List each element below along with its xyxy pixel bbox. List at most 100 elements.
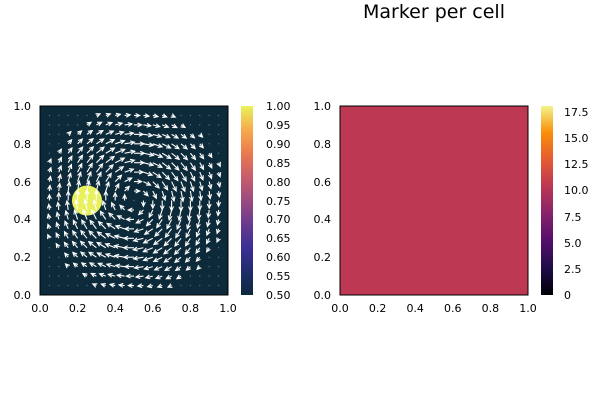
quiver-arrowhead bbox=[96, 252, 102, 257]
quiver-arrowhead bbox=[195, 256, 201, 263]
quiver-arrow bbox=[171, 171, 179, 181]
quiver-arrow bbox=[180, 190, 184, 202]
quiver-arrowhead bbox=[113, 244, 119, 249]
right-colorbar-gradient bbox=[541, 106, 553, 295]
left-colorbar: 0.50 0.55 0.60 0.65 0.70 0.75 0.80 0.85 … bbox=[241, 100, 291, 302]
quiver-arrowhead bbox=[167, 215, 173, 222]
quiver-arrow bbox=[143, 143, 154, 146]
quiver-arrowhead bbox=[95, 179, 101, 186]
quiver-dot bbox=[218, 152, 220, 154]
quiver-dot bbox=[48, 275, 51, 277]
left-colorbar-tick: 0.70 bbox=[266, 213, 291, 226]
quiver-arrowhead bbox=[125, 273, 131, 279]
quiver-arrow bbox=[171, 162, 180, 171]
quiver-arrowhead bbox=[67, 146, 73, 153]
quiver-arrowhead bbox=[55, 201, 61, 207]
quiver-dot bbox=[218, 284, 220, 287]
quiver-arrowhead bbox=[55, 211, 61, 217]
quiver-arrow bbox=[105, 233, 116, 239]
quiver-arrowhead bbox=[175, 274, 182, 280]
quiver-arrowhead bbox=[88, 137, 95, 144]
quiver-arrowhead bbox=[185, 265, 191, 271]
quiver-arrowhead bbox=[104, 233, 111, 238]
quiver-arrow bbox=[108, 212, 116, 220]
quiver-arrow bbox=[72, 230, 79, 239]
quiver-arrowhead bbox=[154, 231, 160, 237]
quiver-arrowhead bbox=[56, 191, 62, 198]
quiver-arrowhead bbox=[81, 272, 88, 278]
quiver-arrowhead bbox=[77, 171, 82, 177]
quiver-arrowhead bbox=[143, 230, 150, 235]
quiver-arrowhead bbox=[97, 220, 104, 227]
quiver-arrow bbox=[189, 181, 195, 192]
quiver-arrowhead bbox=[176, 224, 181, 231]
quiver-arrowhead bbox=[99, 146, 105, 152]
quiver-arrowhead bbox=[87, 170, 92, 177]
quiver-arrowhead bbox=[106, 222, 112, 228]
quiver-arrowhead bbox=[153, 113, 160, 119]
quiver-arrowhead bbox=[114, 182, 120, 189]
quiver-arrowhead bbox=[67, 138, 73, 145]
quiver-arrowhead bbox=[174, 266, 181, 272]
quiver-arrow bbox=[105, 130, 114, 135]
quiver-arrowhead bbox=[63, 230, 69, 237]
quiver-arrowhead bbox=[163, 249, 169, 255]
quiver-arrowhead bbox=[182, 165, 188, 172]
quiver-arrow bbox=[174, 256, 182, 263]
left-colorbar-tick: 1.00 bbox=[266, 100, 291, 113]
quiver-arrow bbox=[188, 209, 191, 220]
quiver-arrowhead bbox=[142, 247, 148, 253]
quiver-arrowhead bbox=[67, 155, 73, 161]
quiver-arrowhead bbox=[207, 173, 213, 180]
quiver-arrowhead bbox=[207, 194, 213, 200]
quiver-arrowhead bbox=[152, 248, 159, 254]
quiver-arrowhead bbox=[172, 123, 178, 129]
left-colorbar-tick: 0.90 bbox=[266, 138, 291, 151]
quiver-arrowhead bbox=[207, 184, 213, 190]
quiver-arrow bbox=[105, 243, 116, 249]
quiver-arrowhead bbox=[127, 283, 133, 289]
quiver-arrowhead bbox=[108, 282, 115, 288]
quiver-arrow bbox=[163, 247, 172, 255]
quiver-arrowhead bbox=[104, 252, 111, 258]
quiver-arrow bbox=[84, 199, 88, 211]
quiver-arrowhead bbox=[76, 179, 82, 186]
quiver-arrow bbox=[86, 180, 90, 192]
quiver-arrowhead bbox=[119, 130, 125, 136]
quiver-arrowhead bbox=[87, 129, 94, 135]
quiver-arrowhead bbox=[119, 157, 126, 162]
right-colorbar-tick: 10.0 bbox=[564, 184, 589, 197]
quiver-arrowhead bbox=[216, 182, 222, 188]
quiver-arrowhead bbox=[115, 273, 122, 279]
quiver-arrowhead bbox=[181, 186, 186, 193]
quiver-arrowhead bbox=[216, 161, 221, 168]
left-x-tick-label: 1.0 bbox=[219, 302, 237, 315]
quiver-arrowhead bbox=[112, 191, 118, 198]
quiver-arrowhead bbox=[133, 264, 139, 270]
quiver-arrowhead bbox=[153, 266, 160, 271]
quiver-dot bbox=[218, 114, 220, 117]
quiver-arrow bbox=[66, 200, 69, 211]
quiver-arrow bbox=[133, 237, 144, 242]
right-colorbar-tick: 15.0 bbox=[564, 132, 589, 145]
quiver-arrowhead bbox=[184, 241, 190, 247]
quiver-arrowhead bbox=[134, 274, 141, 279]
quiver-arrowhead bbox=[184, 249, 190, 255]
quiver-dot bbox=[58, 256, 60, 258]
quiver-dot bbox=[199, 114, 201, 117]
quiver-arrowhead bbox=[152, 257, 159, 262]
quiver-arrow bbox=[98, 262, 107, 268]
quiver-arrow bbox=[161, 181, 169, 191]
quiver-arrowhead bbox=[113, 234, 120, 240]
left-x-tick-label: 0.2 bbox=[69, 302, 87, 315]
quiver-arrowhead bbox=[137, 179, 143, 185]
quiver-dot bbox=[189, 114, 191, 117]
quiver-arrowhead bbox=[164, 174, 171, 181]
quiver-arrowhead bbox=[83, 198, 89, 205]
quiver-arrowhead bbox=[132, 246, 138, 252]
quiver-arrowhead bbox=[173, 134, 180, 139]
quiver-arrow bbox=[86, 154, 94, 164]
quiver-arrowhead bbox=[205, 247, 211, 253]
quiver-arrow bbox=[115, 140, 125, 145]
